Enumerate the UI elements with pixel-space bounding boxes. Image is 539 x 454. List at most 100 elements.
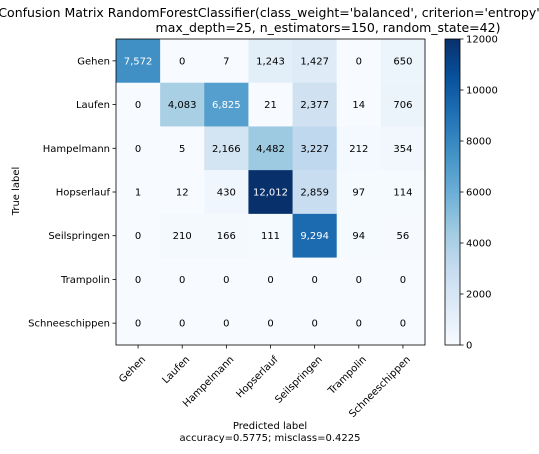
heatmap-cell-seilspringen-hopserlauf	[248, 213, 294, 259]
y-tick-label-hopserlauf: Hopserlauf	[56, 188, 111, 199]
heatmap-cell-schneeschippen-trampolin	[336, 301, 382, 346]
y-tick-label-gehen: Gehen	[77, 56, 110, 67]
cell-value-laufen-hampelmann: 6,825	[212, 100, 241, 111]
heatmap-cell-hampelmann-trampolin	[336, 126, 382, 171]
cell-value-gehen-seilspringen: 1,427	[300, 56, 329, 67]
heatmap-cell-hopserlauf-hampelmann	[204, 170, 250, 215]
heatmap-cell-hopserlauf-laufen	[160, 170, 205, 215]
x-tick-label-laufen: Laufen	[160, 354, 192, 386]
cell-value-schneeschippen-hopserlauf: 0	[267, 319, 273, 330]
heatmap-cell-schneeschippen-gehen	[116, 301, 161, 346]
heatmap-cell-laufen-hampelmann	[204, 82, 250, 128]
heatmap-cell-trampolin-hopserlauf	[248, 257, 294, 302]
cell-value-hopserlauf-gehen: 1	[135, 188, 141, 199]
x-tick-label-hopserlauf: Hopserlauf	[234, 354, 280, 400]
cell-value-hopserlauf-hopserlauf: 12,012	[253, 188, 288, 199]
colorbar-tick-label-0: 0	[466, 341, 472, 352]
cell-value-hampelmann-gehen: 0	[135, 144, 141, 155]
heatmap-cell-gehen-seilspringen	[292, 39, 338, 84]
x-axis-label: Predicted label	[233, 421, 307, 432]
heatmap-cell-laufen-hopserlauf	[248, 82, 294, 128]
x-tick-label-seilspringen: Seilspringen	[273, 354, 324, 405]
y-tick-label-trampolin: Trampolin	[60, 275, 110, 286]
cell-value-trampolin-hampelmann: 0	[223, 275, 229, 286]
heatmap-cells	[116, 39, 426, 346]
cell-value-seilspringen-laufen: 210	[173, 231, 192, 242]
colorbar	[444, 38, 461, 346]
heatmap-cell-laufen-gehen	[116, 82, 161, 128]
cell-value-schneeschippen-hampelmann: 0	[223, 319, 229, 330]
cell-value-hopserlauf-trampolin: 97	[352, 188, 365, 199]
heatmap-cell-schneeschippen-seilspringen	[292, 301, 338, 346]
colorbar-tick-label-10000: 10000	[466, 86, 498, 97]
heatmap-cell-laufen-trampolin	[336, 82, 382, 128]
cell-value-seilspringen-hopserlauf: 111	[261, 231, 280, 242]
cell-value-trampolin-laufen: 0	[179, 275, 185, 286]
colorbar-tick-label-12000: 12000	[466, 35, 498, 46]
heatmap-cell-trampolin-schneeschippen	[380, 257, 426, 302]
heatmap-cell-seilspringen-seilspringen	[292, 213, 338, 259]
heatmap-cell-schneeschippen-hampelmann	[204, 301, 250, 346]
heatmap-cell-hopserlauf-hopserlauf	[248, 170, 294, 215]
cell-value-seilspringen-hampelmann: 166	[217, 231, 236, 242]
heatmap-cell-gehen-laufen	[160, 39, 205, 84]
cell-value-laufen-laufen: 4,083	[168, 100, 197, 111]
heatmap-cell-schneeschippen-laufen	[160, 301, 205, 346]
cell-value-hampelmann-hampelmann: 2,166	[212, 144, 241, 155]
heatmap-cell-trampolin-hampelmann	[204, 257, 250, 302]
heatmap-cell-hampelmann-hampelmann	[204, 126, 250, 171]
heatmap-cell-seilspringen-laufen	[160, 213, 205, 259]
x-axis-label-summary: accuracy=0.5775; misclass=0.4225	[180, 433, 361, 444]
cell-value-laufen-gehen: 0	[135, 100, 141, 111]
heatmap-cell-schneeschippen-hopserlauf	[248, 301, 294, 346]
heatmap-cell-seilspringen-schneeschippen	[380, 213, 426, 259]
cell-value-schneeschippen-seilspringen: 0	[311, 319, 317, 330]
x-axis-ticks: Gehen LaufenHampelmannHopserlaufSeilsprin…	[117, 345, 413, 420]
cell-value-gehen-schneeschippen: 650	[393, 56, 412, 67]
colorbar-tick-label-4000: 4000	[466, 239, 491, 250]
colorbar-tick-label-8000: 8000	[466, 137, 491, 148]
cell-value-laufen-hopserlauf: 21	[264, 100, 277, 111]
chart-title-line1: Confusion Matrix RandomForestClassifier(…	[0, 5, 539, 20]
colorbar-tick-label-6000: 6000	[466, 188, 491, 199]
y-tick-label-schneeschippen: Schneeschippen	[28, 319, 110, 330]
cell-value-hopserlauf-schneeschippen: 114	[393, 188, 412, 199]
heatmap-cell-seilspringen-gehen	[116, 213, 161, 259]
cell-value-schneeschippen-trampolin: 0	[356, 319, 362, 330]
cell-value-gehen-trampolin: 0	[356, 56, 362, 67]
cell-value-hampelmann-hopserlauf: 4,482	[256, 144, 285, 155]
heatmap-cell-hopserlauf-trampolin	[336, 170, 382, 215]
y-axis-label: True label	[11, 167, 22, 217]
cell-value-hampelmann-seilspringen: 3,227	[300, 144, 329, 155]
heatmap-cell-seilspringen-trampolin	[336, 213, 382, 259]
cell-value-gehen-hopserlauf: 1,243	[256, 56, 285, 67]
heatmap-cell-gehen-trampolin	[336, 39, 382, 84]
heatmap-cell-labels: 7,572 0 7 1,243 1,427 0 650 0 4,083 6,825 21 2,377 1…	[124, 56, 413, 329]
heatmap-cell-hopserlauf-gehen	[116, 170, 161, 215]
cell-value-hampelmann-laufen: 5	[179, 144, 185, 155]
cell-value-trampolin-seilspringen: 0	[311, 275, 317, 286]
y-tick-label-laufen: Laufen	[76, 100, 110, 111]
cell-value-schneeschippen-gehen: 0	[135, 319, 141, 330]
cell-value-seilspringen-trampolin: 94	[352, 231, 365, 242]
heatmap-cell-hampelmann-hopserlauf	[248, 126, 294, 171]
heatmap-cell-hampelmann-gehen	[116, 126, 161, 171]
heatmap-cell-schneeschippen-schneeschippen	[380, 301, 426, 346]
cell-value-laufen-seilspringen: 2,377	[300, 100, 329, 111]
heatmap-cell-gehen-gehen	[116, 39, 161, 84]
cell-value-seilspringen-seilspringen: 9,294	[300, 231, 329, 242]
heatmap-cell-laufen-laufen	[160, 82, 205, 128]
heatmap-cell-hampelmann-laufen	[160, 126, 205, 171]
heatmap-cell-trampolin-seilspringen	[292, 257, 338, 302]
cell-value-gehen-laufen: 0	[179, 56, 185, 67]
heatmap-cell-hampelmann-seilspringen	[292, 126, 338, 171]
cell-value-laufen-schneeschippen: 706	[393, 100, 412, 111]
heatmap-cell-gehen-hampelmann	[204, 39, 250, 84]
heatmap-cell-hampelmann-schneeschippen	[380, 126, 426, 171]
colorbar-tick-label-2000: 2000	[466, 290, 491, 301]
heatmap-cell-trampolin-trampolin	[336, 257, 382, 302]
heatmap-cell-gehen-schneeschippen	[380, 39, 426, 84]
cell-value-hopserlauf-hampelmann: 430	[217, 188, 236, 199]
